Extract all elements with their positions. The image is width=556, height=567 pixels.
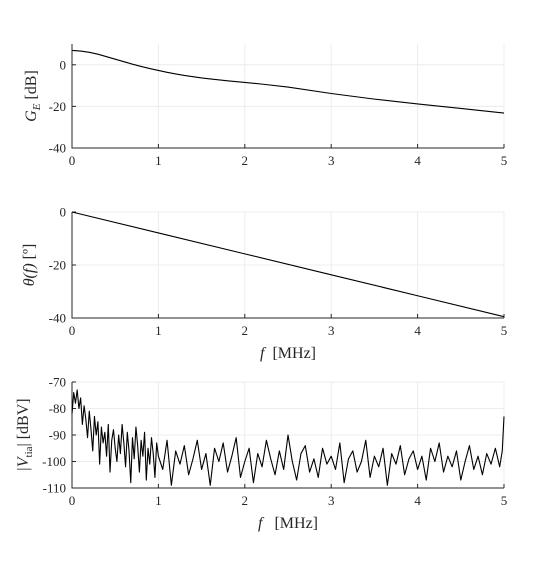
- panel-3: 0 1 2 3 4 5 -70 -80 -90 -100 -110 |Vtia| [dBV] f [MH…: [15, 375, 507, 533]
- x-tick-label: 3: [328, 323, 335, 338]
- y-tick-label: 0: [60, 205, 67, 220]
- x-axis-label: f [MHz]: [258, 515, 318, 532]
- series-line: [71, 211, 505, 318]
- y-tick-label: -100: [42, 454, 66, 469]
- axis-lines: [71, 44, 504, 149]
- y-tick-label: 0: [60, 57, 67, 72]
- y-tick-label: -40: [49, 311, 66, 326]
- y-tick-label: -90: [49, 428, 66, 443]
- y-tick-label: -20: [49, 258, 66, 273]
- x-tick-label: 2: [242, 153, 249, 168]
- y-axis-label: |Vtia| [dBV]: [15, 398, 35, 471]
- y-tick-label: -40: [49, 141, 66, 156]
- x-tick-label: 0: [69, 153, 76, 168]
- x-tick-label: 4: [414, 153, 421, 168]
- x-tick-label: 0: [69, 493, 76, 508]
- series-line: [71, 49, 505, 114]
- x-tick-label: 5: [501, 323, 508, 338]
- x-tick-label: 3: [328, 493, 335, 508]
- x-tick-label: 4: [414, 323, 421, 338]
- x-tick-label: 5: [501, 153, 508, 168]
- series-line: [71, 389, 505, 486]
- x-tick-label: 1: [155, 323, 162, 338]
- x-tick-label: 1: [155, 153, 162, 168]
- panel-2: 0 1 2 3 4 5 0 -20 -40 θ(f) [º] f [MHz]: [21, 205, 507, 363]
- y-tick-label: -20: [49, 99, 66, 114]
- x-tick-label: 4: [414, 493, 421, 508]
- x-tick-label: 0: [69, 323, 76, 338]
- x-axis-label: f [MHz]: [260, 345, 316, 362]
- y-tick-label: -80: [49, 401, 66, 416]
- x-tick-label: 2: [242, 323, 249, 338]
- x-tick-label: 1: [155, 493, 162, 508]
- y-tick-label: -110: [43, 481, 66, 496]
- x-tick-label: 5: [501, 493, 508, 508]
- y-tick-label: -70: [49, 375, 66, 390]
- panel-1: 0 1 2 3 4 5 0 -20 -40 GE [dB]: [23, 44, 507, 168]
- y-axis-label: GE [dB]: [23, 70, 43, 122]
- x-tick-label: 2: [242, 493, 249, 508]
- y-axis-label: θ(f) [º]: [21, 244, 38, 287]
- x-tick-label: 3: [328, 153, 335, 168]
